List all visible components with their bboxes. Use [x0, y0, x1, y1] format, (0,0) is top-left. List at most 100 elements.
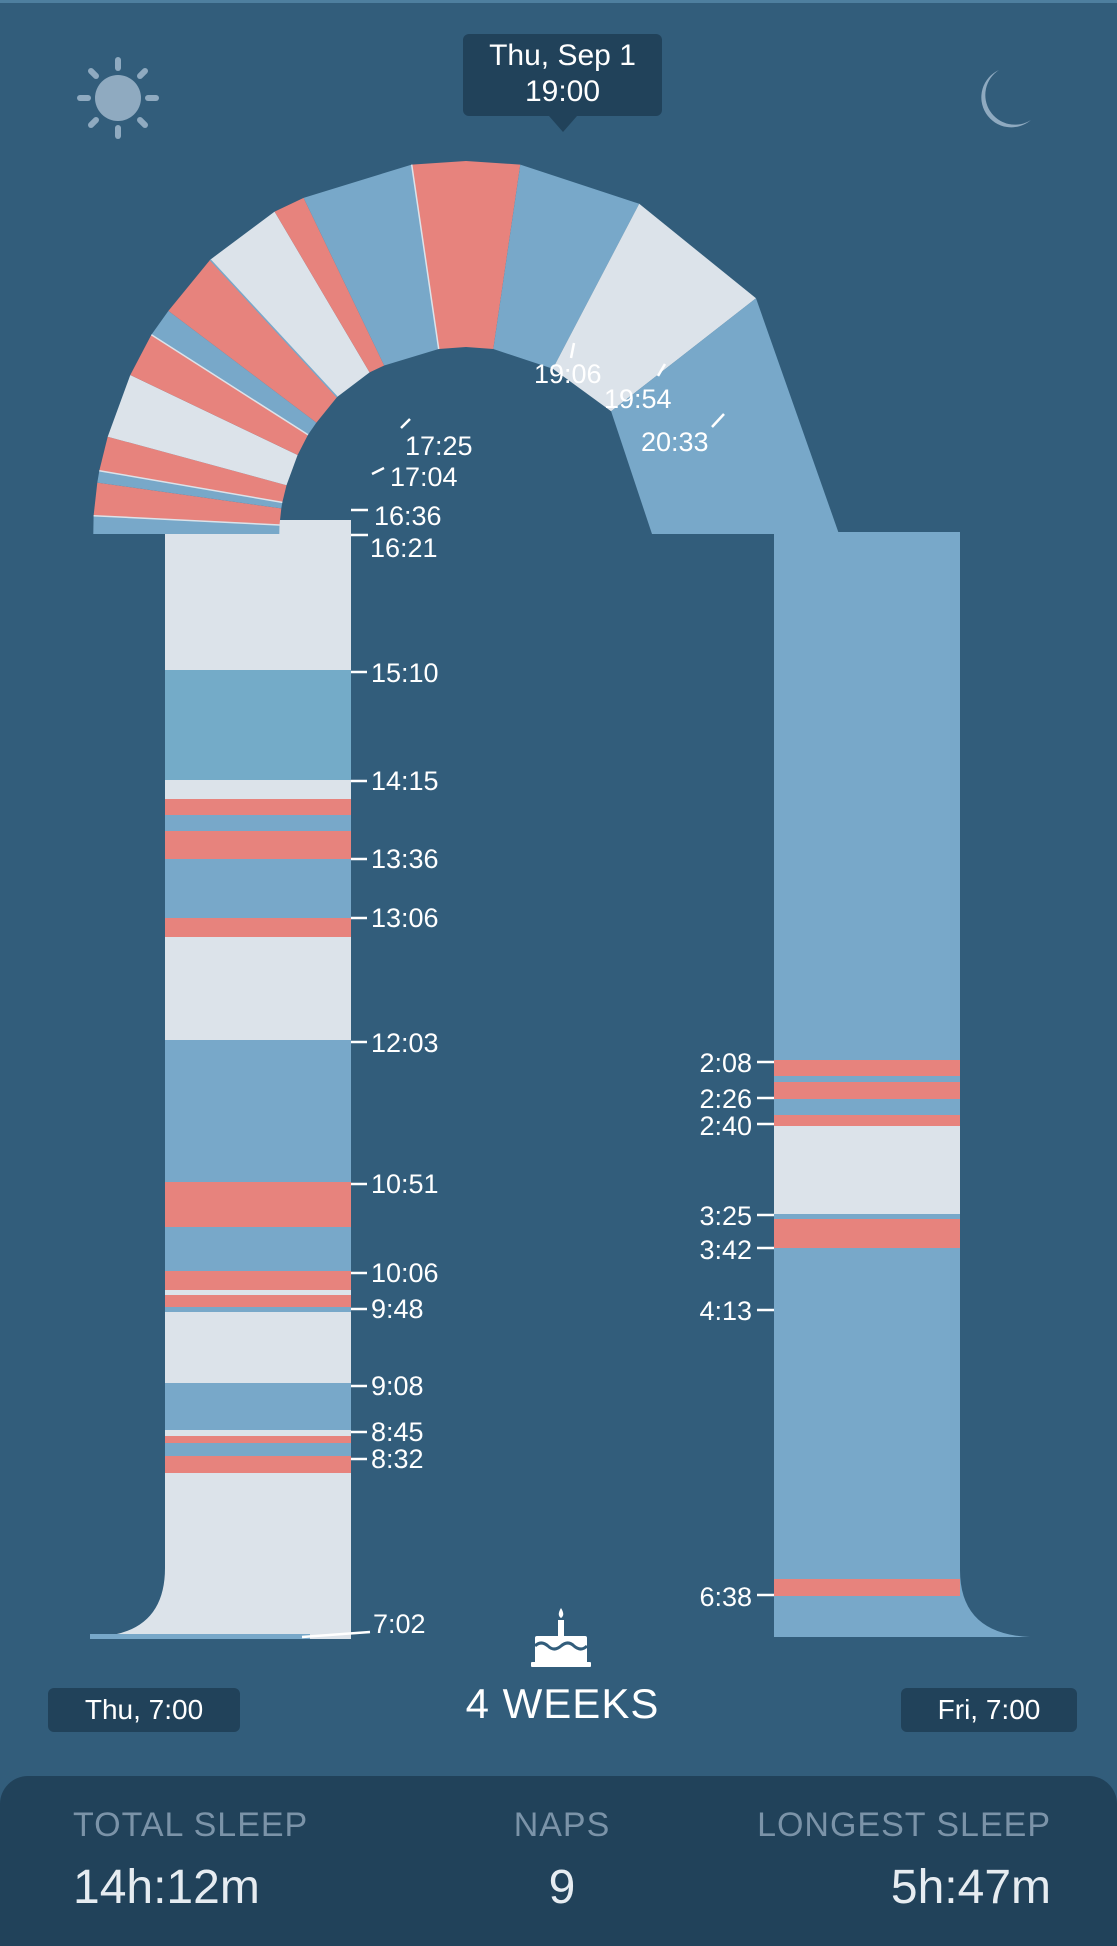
segment-divider: [410, 164, 440, 350]
sleep-segment: [165, 859, 351, 918]
sleep-segment: [493, 164, 640, 369]
tick-line: [656, 363, 667, 377]
feed-segment: [93, 482, 282, 525]
segment-divider: [99, 469, 283, 504]
tick-label: 10:06: [371, 1258, 439, 1288]
tick-label: 16:21: [370, 533, 438, 563]
tick-labels: 7:02 8:32 8:45 9:08 9:48 10:06 10:51 12:…: [370, 359, 752, 1639]
sleep-segment: [93, 515, 280, 534]
tick-label: 13:36: [371, 844, 439, 874]
stats-panel: TOTAL SLEEP 14h:12m NAPS 9 LONGEST SLEEP…: [0, 1776, 1117, 1946]
tick-label: 16:36: [374, 501, 442, 531]
awake-segment: [774, 1126, 960, 1214]
awake-segment: [165, 1290, 351, 1295]
naps-value: 9: [548, 1861, 576, 1914]
longest-sleep-label: LONGEST SLEEP: [757, 1806, 1051, 1844]
sleep-segment: [90, 1634, 310, 1639]
feed-segment: [774, 1115, 960, 1126]
tick-label: 17:25: [405, 431, 473, 461]
time-tooltip: Thu, Sep 1 19:00: [463, 34, 662, 132]
feed-segment: [99, 436, 287, 503]
sleep-segment: [611, 298, 839, 534]
feed-segment: [774, 1219, 960, 1248]
tick-line: [711, 413, 725, 428]
feed-segment: [130, 334, 308, 455]
feed-segment: [274, 197, 385, 373]
sleep-segment: [774, 1596, 960, 1637]
total-sleep-value: 14h:12m: [73, 1861, 260, 1914]
feed-segment: [165, 918, 351, 937]
tick-label: 8:32: [371, 1444, 424, 1474]
awake-segment: [210, 211, 370, 397]
tick-lines: [301, 342, 774, 1639]
feed-segment: [774, 1579, 960, 1596]
tick-line: [569, 342, 576, 359]
tick-label: 7:02: [373, 1609, 426, 1639]
feed-segment: [165, 1182, 351, 1227]
awake-segment: [165, 780, 351, 799]
sleep-segment: [165, 1040, 351, 1182]
age-label: 4 WEEKS: [465, 1680, 660, 1727]
moon-icon[interactable]: [973, 68, 1033, 130]
birthday-cake-icon: [531, 1608, 591, 1667]
sleep-segment: [774, 1099, 960, 1115]
feed-segment: [165, 1456, 351, 1473]
tick-label: 2:26: [699, 1084, 752, 1114]
tick-label: 9:08: [371, 1371, 424, 1401]
tick-label: 14:15: [371, 766, 439, 796]
tick-label: 2:08: [699, 1048, 752, 1078]
awake-segment: [107, 375, 298, 486]
feed-segment: [411, 161, 466, 349]
feed-segment: [466, 161, 521, 349]
feed-segment: [168, 259, 338, 423]
sleep-segment: [165, 1383, 351, 1430]
tick-label: 15:10: [371, 658, 439, 688]
tick-line: [400, 418, 411, 429]
awake-segment: [165, 1312, 351, 1383]
sleep-segment: [303, 164, 439, 366]
tick-label: 8:45: [371, 1417, 424, 1447]
awake-base-left: [95, 1568, 165, 1637]
feed-segment: [774, 1082, 960, 1099]
feed-segment: [165, 1436, 351, 1443]
sleep-segment: [165, 1227, 351, 1271]
segment-divider: [150, 334, 309, 436]
segment-divider: [93, 514, 280, 526]
tick-label: 3:42: [699, 1235, 752, 1265]
tick-label: 20:33: [641, 427, 709, 457]
top-border: [0, 0, 1117, 3]
left-column: [90, 520, 351, 1639]
awake-segment: [165, 937, 351, 1040]
right-column: [774, 532, 1030, 1637]
sleep-arch-chart: 7:02 8:32 8:45 9:08 9:48 10:06 10:51 12:…: [90, 161, 1030, 1639]
awake-segment: [165, 520, 351, 670]
end-time-label: Fri, 7:00: [901, 1688, 1077, 1732]
longest-sleep-value: 5h:47m: [890, 1861, 1051, 1914]
tooltip-time: 19:00: [524, 75, 601, 108]
tick-label: 17:04: [390, 462, 458, 492]
sleep-segment: [165, 1307, 351, 1312]
awake-base-right: [302, 1568, 351, 1637]
feed-segment: [165, 831, 351, 859]
sleep-segment: [165, 815, 351, 831]
tick-label: 6:38: [699, 1582, 752, 1612]
feed-segment: [774, 1060, 960, 1076]
sleep-segment: [774, 1214, 960, 1219]
tick-label: 2:40: [699, 1111, 752, 1141]
feed-segment: [165, 1271, 351, 1290]
tick-label: 19:06: [534, 359, 602, 389]
tick-label: 3:25: [699, 1201, 752, 1231]
sleep-segment: [774, 1076, 960, 1082]
sleep-segment: [774, 532, 960, 1060]
sleep-segment: [165, 1443, 351, 1456]
tick-label: 13:06: [371, 903, 439, 933]
tick-label: 12:03: [371, 1028, 439, 1058]
awake-segment: [552, 203, 756, 412]
sleep-base-right: [960, 1570, 1030, 1637]
awake-segment: [165, 1430, 351, 1436]
tick-line: [371, 466, 385, 476]
sleep-segment: [165, 670, 351, 780]
tick-label: 10:51: [371, 1169, 439, 1199]
sun-icon[interactable]: [76, 56, 160, 140]
sleep-segment: [97, 470, 283, 509]
